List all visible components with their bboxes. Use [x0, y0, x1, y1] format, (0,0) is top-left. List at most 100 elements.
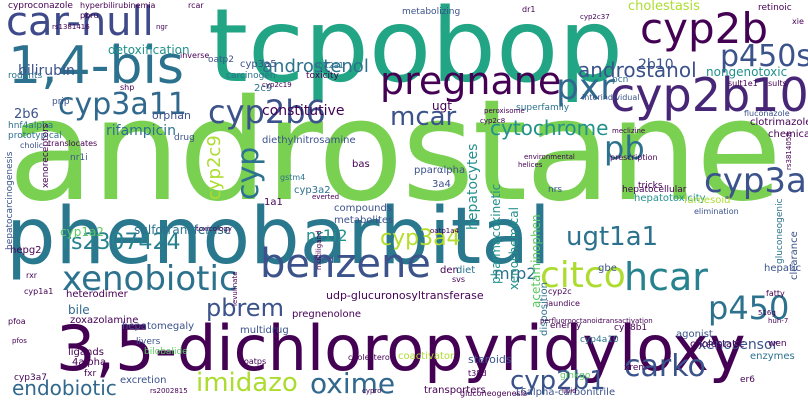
cloud-word: nongenotoxic	[706, 65, 788, 79]
cloud-word: gbe	[598, 263, 617, 274]
cloud-word: hnf4alpha	[8, 121, 54, 131]
cloud-word: cyp2b6	[208, 93, 326, 131]
cloud-word: benzene	[260, 241, 431, 287]
cloud-word: pregnenolone	[292, 309, 362, 320]
cloud-word: imidazo	[196, 368, 298, 398]
cloud-word: pharmacokinetic	[489, 183, 503, 284]
cloud-word: hcar	[624, 255, 708, 299]
cloud-word: disposition	[539, 282, 550, 336]
cloud-word: pb	[604, 129, 645, 167]
cloud-word: fxr	[84, 369, 97, 379]
cloud-word: constitutive	[262, 103, 345, 119]
cloud-word: zoxazolamine	[70, 315, 139, 326]
cloud-word: rifampicin	[106, 123, 177, 139]
cloud-word: steroids	[468, 353, 512, 366]
cloud-word: meclizine	[612, 127, 646, 135]
cloud-word: fatty	[766, 289, 785, 298]
cloud-word: cyp3a4	[380, 226, 461, 251]
cloud-word: rs2307424	[62, 230, 181, 255]
cloud-word: inverse	[180, 51, 210, 60]
cloud-word: endobiotic	[12, 376, 117, 400]
cloud-word: cyp4a10	[580, 335, 619, 345]
cloud-word: diethylnitrosamine	[262, 135, 356, 146]
cloud-word: er6	[740, 375, 755, 385]
cloud-word: nr1i2	[306, 226, 348, 245]
cloud-word: prip	[52, 97, 70, 107]
cloud-word: toxicity	[306, 71, 339, 81]
cloud-word: clearance	[789, 231, 800, 280]
cloud-word: excretion	[120, 375, 167, 386]
cloud-word: rs2002815	[150, 387, 188, 395]
cloud-word: sult1e1	[728, 79, 758, 88]
cloud-word: transactivation	[600, 317, 653, 325]
cloud-word: ligands	[68, 347, 104, 358]
cloud-word: cyp2c19	[262, 81, 292, 89]
cloud-word: hepatic	[764, 263, 802, 274]
cloud-word: rs3814058	[785, 132, 793, 170]
cloud-word: cyp2b1	[510, 366, 606, 396]
cloud-word: nrs	[548, 185, 563, 195]
cloud-word: peroxisome	[484, 107, 525, 115]
cloud-word: androstane	[8, 70, 782, 233]
cloud-word: farnesoid	[684, 195, 731, 206]
cloud-word: bas	[352, 159, 370, 170]
cloud-word: t38d	[468, 369, 487, 378]
cloud-word: prescription	[610, 153, 658, 162]
cloud-word: tricks	[638, 181, 663, 191]
cloud-word: orphan	[152, 109, 191, 122]
cloud-word: hepatocytes	[465, 143, 481, 230]
cloud-word: livers	[136, 337, 161, 347]
cloud-word: perfluorooctanoic	[540, 317, 602, 325]
cloud-word: enzymes	[750, 351, 795, 362]
cloud-word: gluconeogenic	[775, 198, 785, 264]
cloud-word: oatps	[244, 357, 267, 366]
cloud-word: cyp3a5	[240, 59, 277, 70]
cloud-word: cyp3a2	[294, 185, 331, 196]
cloud-word: everted	[312, 193, 340, 201]
cloud-word: 3a4	[432, 179, 451, 190]
cloud-word: p450	[708, 289, 790, 327]
cloud-word: 2b10	[638, 57, 674, 73]
cloud-word: cyp3a7	[14, 373, 47, 383]
cloud-word: 2b6	[14, 107, 39, 122]
cloud-word: 16alpha-carbonitrile	[514, 387, 616, 398]
cloud-word: hepatomegaly	[122, 321, 195, 332]
cloud-word: ngr	[156, 23, 168, 31]
cloud-word: huh-7	[768, 317, 789, 325]
cloud-word: wen	[768, 339, 787, 349]
cloud-word: 1,4-bis	[8, 36, 185, 96]
cloud-word: cyp2b10	[610, 68, 808, 122]
cloud-word: androstenol	[262, 56, 369, 77]
cloud-word: xrem	[624, 363, 648, 373]
cloud-word: superfamily	[516, 103, 570, 113]
cloud-word: 1a1	[264, 197, 283, 208]
cloud-word: phenobarbital	[6, 192, 551, 282]
cloud-word: oxime	[310, 367, 396, 400]
cloud-word: citco	[540, 255, 626, 296]
cloud-word: cyp2c9	[204, 135, 225, 200]
cloud-word: detoxification	[108, 43, 190, 57]
cloud-word: elimination	[694, 207, 739, 216]
cloud-word: interindividual	[582, 93, 640, 102]
cloud-word: cyp3a	[704, 161, 807, 201]
cloud-word: cyp2c37	[580, 13, 610, 21]
cloud-word: fluconazole	[744, 109, 790, 118]
cloud-word: ugt1a1	[566, 222, 659, 252]
cloud-word: energy	[550, 321, 582, 331]
cloud-word: cholestatic	[690, 339, 745, 350]
cloud-word: transporters	[424, 385, 486, 396]
cloud-word: bilobalide	[144, 347, 188, 357]
cloud-word: oatp1a4	[430, 227, 459, 235]
cloud-word: 2c9	[254, 83, 273, 94]
cloud-word: mrp2	[494, 264, 537, 283]
cloud-word: compounds	[334, 203, 393, 214]
cloud-word: multidrug	[240, 325, 289, 336]
cloud-word: cholesterol	[348, 353, 392, 362]
cloud-word: rcar	[188, 1, 204, 10]
cloud-word: rodents	[8, 71, 43, 81]
cloud-word: agonist	[676, 329, 713, 340]
cloud-word: multiligand	[315, 230, 323, 270]
cloud-word: hepatocellular	[622, 185, 687, 195]
cloud-word: 4alpha	[72, 357, 107, 368]
cloud-word: carko	[624, 349, 706, 384]
